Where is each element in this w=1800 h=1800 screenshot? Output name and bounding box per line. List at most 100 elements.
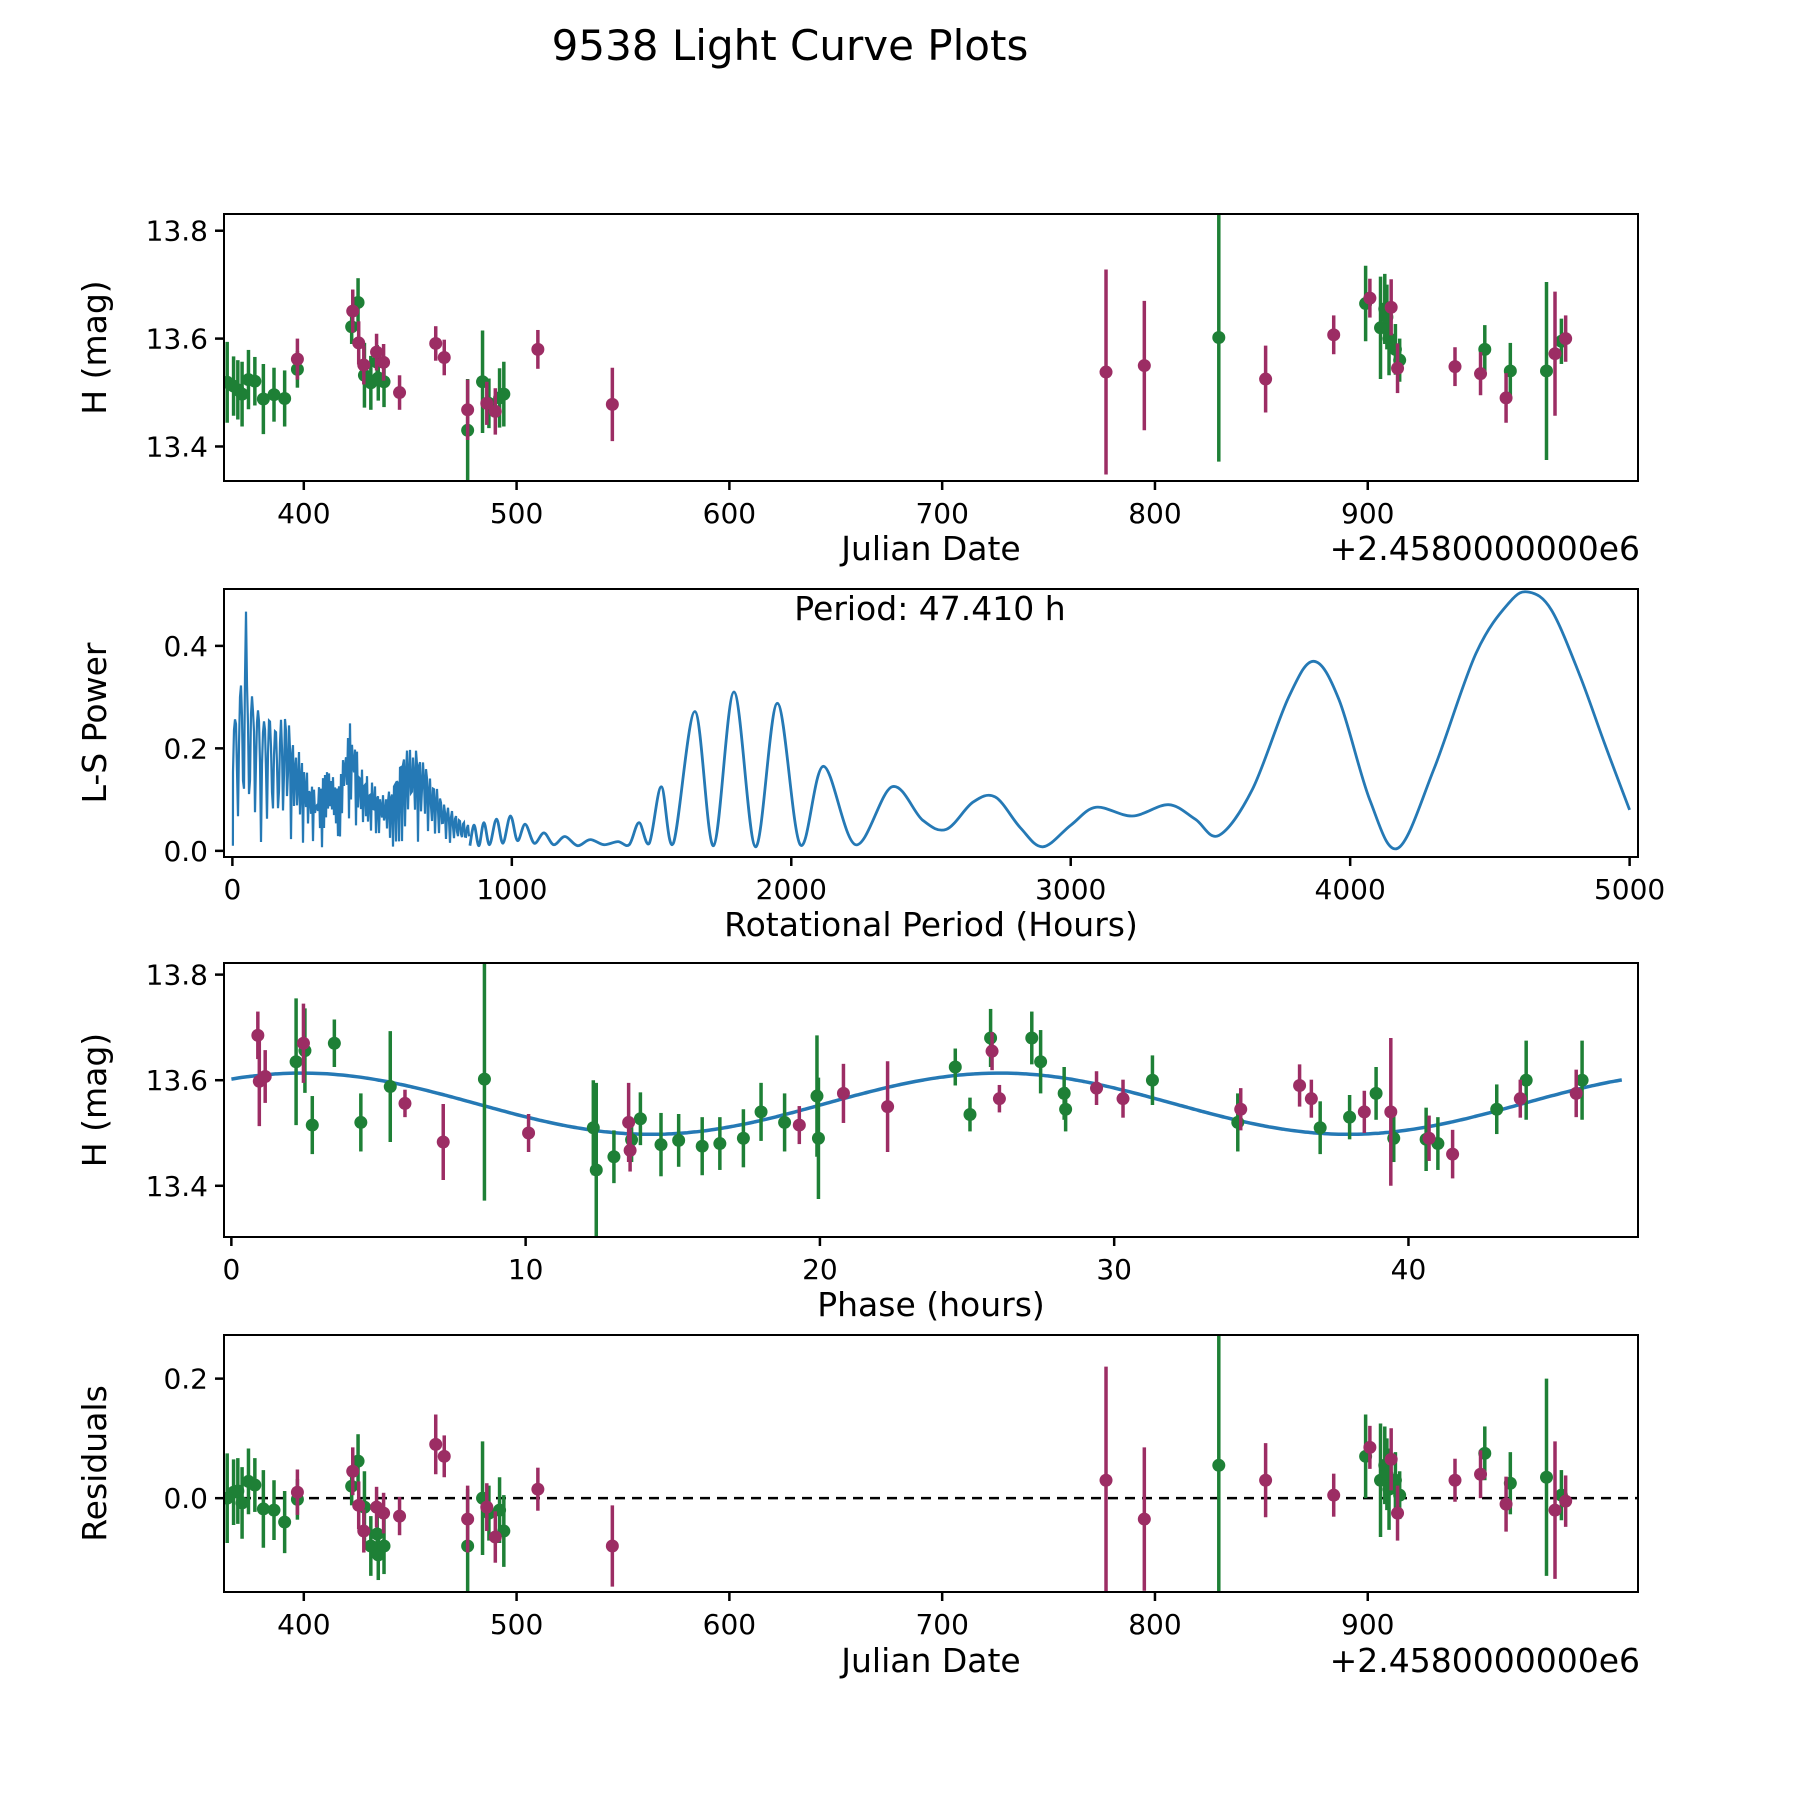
data-point bbox=[1499, 1497, 1513, 1511]
data-point bbox=[713, 1137, 727, 1151]
periodogram-noise-curve bbox=[231, 611, 471, 848]
data-point bbox=[1057, 1086, 1071, 1100]
phase-lightcurve-data bbox=[231, 963, 1623, 1237]
periodogram-period-annotation: Period: 47.410 h bbox=[794, 589, 1065, 628]
x-tick-label: 900 bbox=[1341, 497, 1394, 530]
data-point bbox=[235, 387, 249, 401]
data-point bbox=[1099, 365, 1113, 379]
x-tick-label: 20 bbox=[802, 1253, 838, 1286]
data-point bbox=[1474, 1467, 1488, 1481]
data-point bbox=[393, 1509, 407, 1523]
data-point bbox=[1422, 1131, 1436, 1145]
panel-periodogram: 0 1000 2000 3000 4000 5000 0.0 0.2 0.4 Period: 4… bbox=[75, 588, 1665, 944]
data-point bbox=[1575, 1073, 1589, 1087]
data-point bbox=[589, 1163, 603, 1177]
data-point bbox=[1363, 1440, 1377, 1454]
data-point bbox=[289, 1055, 303, 1069]
data-point bbox=[1548, 1503, 1562, 1517]
p0-data-purple-set bbox=[290, 269, 1573, 475]
x-tick-label: 5000 bbox=[1594, 873, 1665, 906]
data-point bbox=[654, 1138, 668, 1152]
data-point bbox=[1304, 1092, 1318, 1106]
data-point bbox=[377, 1539, 391, 1553]
y-tick-label: 13.8 bbox=[146, 215, 208, 248]
data-point bbox=[531, 1482, 545, 1496]
x-tick-label: 3000 bbox=[1035, 873, 1106, 906]
jd-lightcurve-data bbox=[224, 214, 1573, 481]
data-point bbox=[1490, 1102, 1504, 1116]
data-point bbox=[607, 1150, 621, 1164]
data-point bbox=[736, 1131, 750, 1145]
data-point bbox=[1099, 1473, 1113, 1487]
data-point bbox=[258, 1070, 272, 1084]
data-point bbox=[522, 1126, 536, 1140]
data-point bbox=[1059, 1102, 1073, 1116]
x-tick-label: 700 bbox=[915, 1608, 968, 1641]
data-point bbox=[1446, 1147, 1460, 1161]
periodogram-ylabel: L-S Power bbox=[75, 642, 114, 803]
data-point bbox=[1519, 1073, 1533, 1087]
x-tick-label: 40 bbox=[1391, 1253, 1427, 1286]
x-tick-label: 700 bbox=[915, 497, 968, 530]
periodogram-curve bbox=[468, 590, 1631, 851]
data-point bbox=[278, 1515, 292, 1529]
x-tick-label: 0 bbox=[223, 873, 241, 906]
data-point bbox=[1539, 364, 1553, 378]
data-point bbox=[346, 304, 360, 318]
x-tick-label: 10 bbox=[508, 1253, 544, 1286]
data-point bbox=[963, 1108, 977, 1122]
x-tick-label: 400 bbox=[277, 1608, 330, 1641]
data-point bbox=[248, 1478, 262, 1492]
data-point bbox=[1393, 1488, 1407, 1502]
data-point bbox=[278, 391, 292, 405]
data-point bbox=[1212, 331, 1226, 345]
data-point bbox=[1357, 1105, 1371, 1119]
data-point bbox=[437, 350, 451, 364]
data-point bbox=[1539, 1470, 1553, 1484]
data-point bbox=[672, 1133, 686, 1147]
data-point bbox=[354, 1115, 368, 1129]
p3-data-purple-set bbox=[290, 1366, 1573, 1592]
data-point bbox=[461, 403, 475, 417]
y-tick-label: 13.4 bbox=[146, 1170, 208, 1203]
phase-lightcurve-ticks: 0 10 20 30 40 13.4 13.6 13.8 bbox=[146, 959, 1427, 1286]
data-point bbox=[1499, 391, 1513, 405]
data-point bbox=[364, 1539, 378, 1553]
x-tick-label: 4000 bbox=[1315, 873, 1386, 906]
data-point bbox=[1382, 332, 1396, 346]
data-point bbox=[836, 1086, 850, 1100]
data-point bbox=[235, 1496, 249, 1510]
y-tick-label: 0.0 bbox=[163, 1482, 208, 1515]
data-point bbox=[1293, 1078, 1307, 1092]
data-point bbox=[1559, 1494, 1573, 1508]
x-tick-label: 400 bbox=[277, 497, 330, 530]
p2-data-purple-set bbox=[251, 1003, 1583, 1186]
y-tick-label: 0.4 bbox=[163, 630, 208, 663]
data-point bbox=[1212, 1458, 1226, 1472]
panel-jd-lightcurve: 400 500 600 700 800 900 13.4 13.6 13.8 Julian Da… bbox=[75, 213, 1640, 568]
periodogram-plot-area bbox=[223, 588, 1639, 858]
data-point bbox=[633, 1112, 647, 1126]
data-point bbox=[383, 1080, 397, 1094]
residuals-xlabel: Julian Date bbox=[839, 1641, 1021, 1680]
data-point bbox=[290, 352, 304, 366]
data-point bbox=[778, 1115, 792, 1129]
data-point bbox=[1327, 1488, 1341, 1502]
jd-lightcurve-ylabel: H (mag) bbox=[75, 280, 114, 414]
jd-lightcurve-ticks: 400 500 600 700 800 900 13.4 13.6 13.8 bbox=[146, 215, 1395, 530]
y-tick-label: 13.6 bbox=[146, 323, 208, 356]
data-point bbox=[1363, 291, 1377, 305]
data-point bbox=[1384, 1105, 1398, 1119]
data-point bbox=[586, 1121, 600, 1135]
periodogram-data bbox=[231, 590, 1631, 851]
data-point bbox=[251, 1028, 265, 1042]
data-point bbox=[370, 345, 384, 359]
data-point bbox=[436, 1135, 450, 1149]
data-point bbox=[1137, 1512, 1151, 1526]
data-point bbox=[792, 1118, 806, 1132]
data-point bbox=[622, 1115, 636, 1129]
data-point bbox=[992, 1092, 1006, 1106]
p3-data-green-set bbox=[224, 1335, 1568, 1592]
data-point bbox=[1369, 1086, 1383, 1100]
data-point bbox=[1384, 300, 1398, 314]
